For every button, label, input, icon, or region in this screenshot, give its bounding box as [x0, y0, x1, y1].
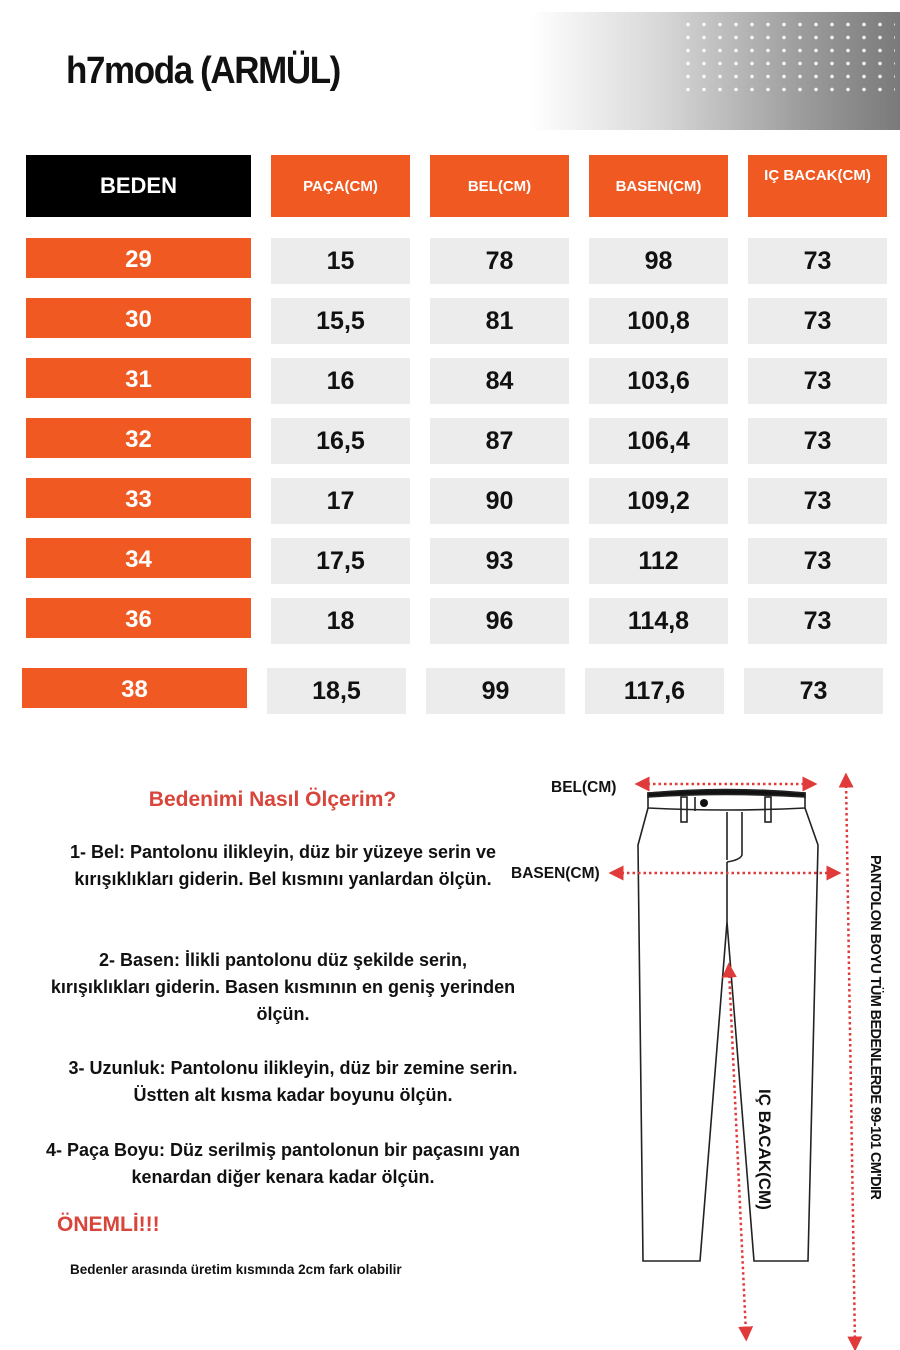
size-label: 36 [26, 598, 251, 638]
table-cell: 15 [271, 238, 410, 284]
size-label: 32 [26, 418, 251, 458]
size-label: 34 [26, 538, 251, 578]
table-cell: 112 [589, 538, 728, 584]
size-label: 30 [26, 298, 251, 338]
table-cell: 99 [426, 668, 565, 714]
step-length: 3- Uzunluk: Pantolonu ilikleyin, düz bir… [68, 1058, 518, 1105]
table-cell: 73 [748, 478, 887, 524]
table-cell: 109,2 [589, 478, 728, 524]
table-cell: 18,5 [267, 668, 406, 714]
measure-arrows [608, 772, 863, 1350]
table-cell: 114,8 [589, 598, 728, 644]
table-cell: 81 [430, 298, 569, 344]
step-hem: 4- Paça Boyu: Düz serilmiş pantolonun bi… [45, 1140, 521, 1187]
hip-label: BASEN(CM) [511, 865, 600, 882]
size-label: 33 [26, 478, 251, 518]
table-cell: 17,5 [271, 538, 410, 584]
howto-title: Bedenimi Nasıl Ölçerim? [148, 788, 397, 811]
important-label: ÖNEMLİ!!! [57, 1213, 160, 1236]
table-cell: 73 [748, 418, 887, 464]
waist-label: BEL(CM) [551, 779, 617, 796]
size-label: 31 [26, 358, 251, 398]
table-cell: 103,6 [589, 358, 728, 404]
table-cell: 87 [430, 418, 569, 464]
table-cell: 73 [748, 358, 887, 404]
table-cell: 73 [748, 598, 887, 644]
step-hip: 2- Basen: İlikli pantolonu düz şekilde s… [50, 950, 516, 1024]
table-cell: 18 [271, 598, 410, 644]
table-cell: 73 [748, 298, 887, 344]
table-cell: 84 [430, 358, 569, 404]
table-cell: 96 [430, 598, 569, 644]
table-cell: 93 [430, 538, 569, 584]
table-cell: 16,5 [271, 418, 410, 464]
table-cell: 15,5 [271, 298, 410, 344]
table-cell: 17 [271, 478, 410, 524]
column-header: BASEN(CM) [589, 155, 728, 217]
column-header: IÇ BACAK(CM) [748, 155, 887, 217]
table-cell: 90 [430, 478, 569, 524]
table-cell: 73 [744, 668, 883, 714]
button-icon [700, 799, 708, 807]
length-arrow [838, 772, 863, 1350]
step-waist: 1- Bel: Pantolonu ilikleyin, düz bir yüz… [69, 842, 497, 889]
column-header: PAÇA(CM) [271, 155, 410, 217]
table-cell: 100,8 [589, 298, 728, 344]
tolerance-note: Bedenler arasında üretim kısmında 2cm fa… [70, 1262, 402, 1277]
table-cell: 73 [748, 238, 887, 284]
brand-title: h7moda (ARMÜL) [66, 50, 341, 92]
column-header: BEDEN [26, 155, 251, 217]
inseam-arrow [721, 962, 754, 1342]
pants-outline [637, 788, 819, 1262]
table-cell: 16 [271, 358, 410, 404]
dot-pattern [680, 18, 895, 93]
table-cell: 106,4 [589, 418, 728, 464]
table-cell: 98 [589, 238, 728, 284]
size-label: 38 [22, 668, 247, 708]
length-label: PANTOLON BOYU TÜM BEDENLERDE 99-101 CM'D… [867, 855, 883, 1200]
table-cell: 73 [748, 538, 887, 584]
table-cell: 117,6 [585, 668, 724, 714]
table-cell: 78 [430, 238, 569, 284]
column-header: BEL(CM) [430, 155, 569, 217]
inseam-label: IÇ BACAK(CM) [755, 1089, 774, 1210]
size-label: 29 [26, 238, 251, 278]
